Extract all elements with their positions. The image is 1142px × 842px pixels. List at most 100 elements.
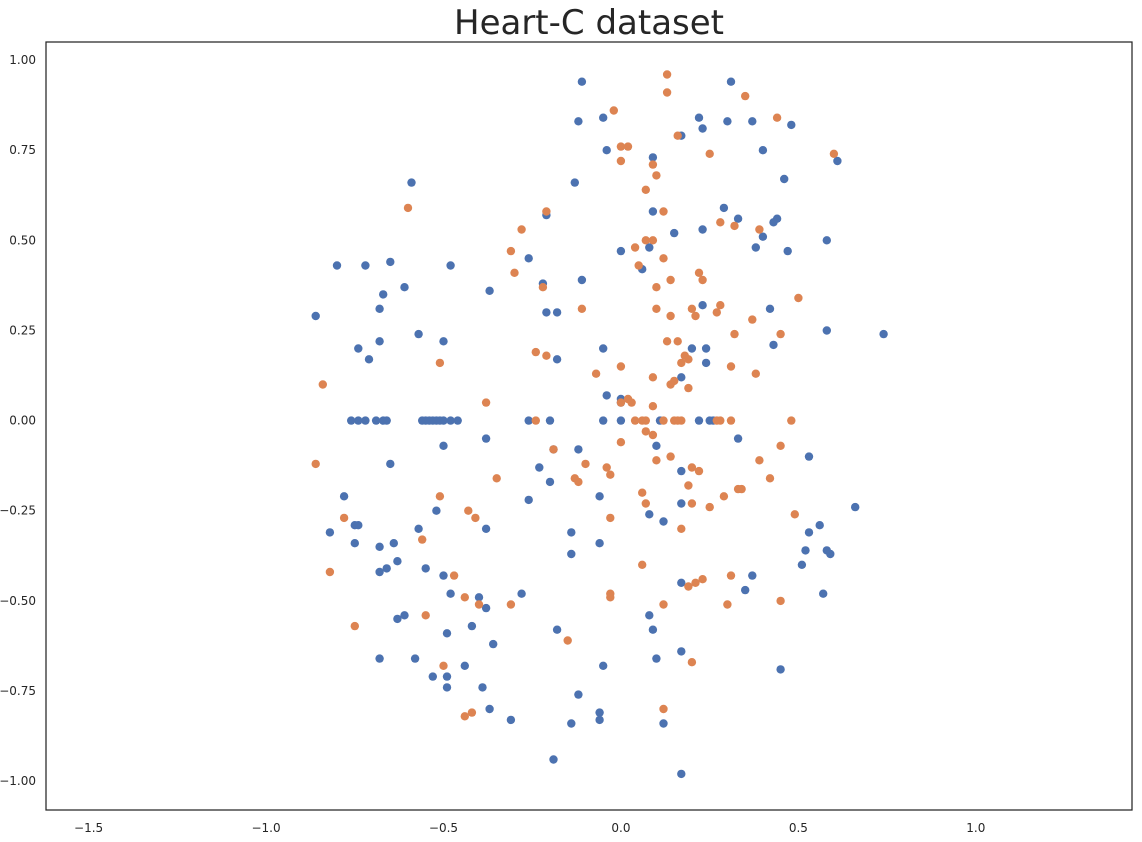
data-point-series-1 (478, 683, 487, 692)
data-point-series-1 (599, 661, 608, 670)
data-point-series-1 (410, 654, 420, 663)
data-point-series-1 (524, 416, 533, 425)
data-point-series-2 (449, 571, 459, 580)
data-point-series-1 (361, 416, 370, 425)
data-point-series-2 (641, 427, 650, 436)
chart-title: Heart-C dataset (454, 3, 724, 43)
data-point-series-1 (595, 539, 604, 548)
data-point-series-2 (662, 88, 672, 97)
data-point-series-2 (311, 459, 320, 469)
data-point-series-1 (719, 203, 729, 213)
data-point-series-2 (719, 492, 729, 501)
data-point-series-1 (787, 120, 796, 130)
data-point-series-1 (354, 344, 363, 353)
data-point-series-1 (361, 261, 370, 270)
data-point-series-1 (552, 308, 562, 317)
data-point-series-2 (737, 484, 746, 494)
data-point-series-2 (666, 452, 675, 461)
data-point-series-2 (339, 513, 349, 523)
data-point-series-2 (460, 712, 469, 721)
data-point-series-1 (698, 225, 707, 234)
data-point-series-2 (726, 416, 736, 425)
data-point-series-1 (375, 654, 384, 663)
data-point-series-1 (350, 521, 359, 530)
data-point-series-1 (595, 492, 604, 501)
data-point-series-2 (677, 416, 686, 425)
data-point-series-2 (350, 621, 359, 631)
data-point-series-1 (677, 499, 686, 508)
data-point-series-2 (684, 355, 693, 364)
data-point-series-2 (723, 600, 732, 609)
data-point-series-1 (414, 329, 423, 339)
data-point-series-2 (464, 506, 473, 515)
data-point-series-2 (659, 600, 668, 609)
data-point-series-2 (691, 578, 700, 587)
data-point-series-1 (311, 311, 320, 321)
data-point-series-2 (659, 254, 668, 263)
data-point-series-2 (698, 275, 707, 285)
data-point-series-1 (851, 502, 860, 512)
data-point-series-1 (453, 416, 462, 425)
data-point-series-2 (687, 463, 697, 472)
data-point-series-2 (648, 373, 658, 382)
data-point-series-2 (694, 466, 704, 476)
data-point-series-1 (726, 77, 736, 86)
plot-frame (45, 41, 1133, 811)
data-point-series-2 (659, 416, 668, 425)
x-tick-label: 0.5 (789, 821, 808, 835)
data-point-series-1 (375, 337, 384, 346)
data-point-series-2 (606, 593, 615, 602)
data-point-series-1 (694, 113, 704, 122)
data-point-series-1 (364, 355, 374, 364)
data-point-series-2 (563, 636, 572, 645)
data-point-series-1 (442, 629, 452, 638)
data-point-series-1 (659, 517, 668, 526)
y-tick-label: 0.50 (9, 233, 36, 247)
data-point-series-2 (602, 463, 611, 472)
data-point-series-2 (716, 416, 725, 425)
data-point-series-1 (801, 546, 810, 555)
data-point-series-1 (386, 257, 395, 267)
data-point-series-1 (386, 459, 395, 469)
data-point-series-1 (474, 593, 484, 602)
data-point-series-2 (638, 488, 647, 497)
data-point-series-2 (652, 456, 661, 465)
data-point-series-1 (804, 528, 814, 537)
data-point-series-1 (677, 578, 686, 587)
data-point-series-2 (698, 575, 707, 584)
data-point-series-2 (609, 106, 618, 115)
data-point-series-2 (694, 268, 704, 277)
data-point-series-2 (641, 236, 650, 245)
data-point-series-1 (652, 441, 661, 450)
data-point-series-2 (492, 474, 501, 483)
data-point-series-2 (730, 221, 739, 231)
data-point-series-1 (354, 416, 363, 425)
data-point-series-1 (432, 506, 441, 515)
data-point-series-2 (776, 329, 785, 339)
data-point-series-1 (797, 560, 807, 569)
data-point-series-1 (599, 113, 608, 122)
data-point-series-1 (339, 492, 349, 501)
data-point-series-1 (570, 178, 579, 187)
data-point-series-1 (595, 715, 604, 725)
data-point-series-2 (751, 369, 760, 378)
data-point-series-1 (751, 243, 760, 252)
data-point-series-1 (648, 207, 658, 216)
data-point-series-1 (524, 495, 533, 505)
data-point-series-1 (574, 690, 583, 699)
data-point-series-1 (379, 290, 388, 299)
data-point-series-2 (634, 261, 643, 270)
data-point-series-2 (787, 416, 796, 425)
data-point-series-2 (691, 311, 700, 321)
data-point-series-2 (474, 600, 484, 609)
data-point-series-1 (481, 434, 491, 443)
y-tick-label: −0.25 (0, 504, 36, 518)
data-point-series-1 (741, 585, 750, 595)
data-point-series-1 (485, 704, 494, 714)
data-point-series-1 (602, 146, 611, 155)
y-tick-label: 0.75 (9, 143, 36, 157)
data-point-series-1 (599, 416, 608, 425)
data-point-series-1 (819, 589, 828, 598)
data-point-series-2 (538, 283, 548, 292)
